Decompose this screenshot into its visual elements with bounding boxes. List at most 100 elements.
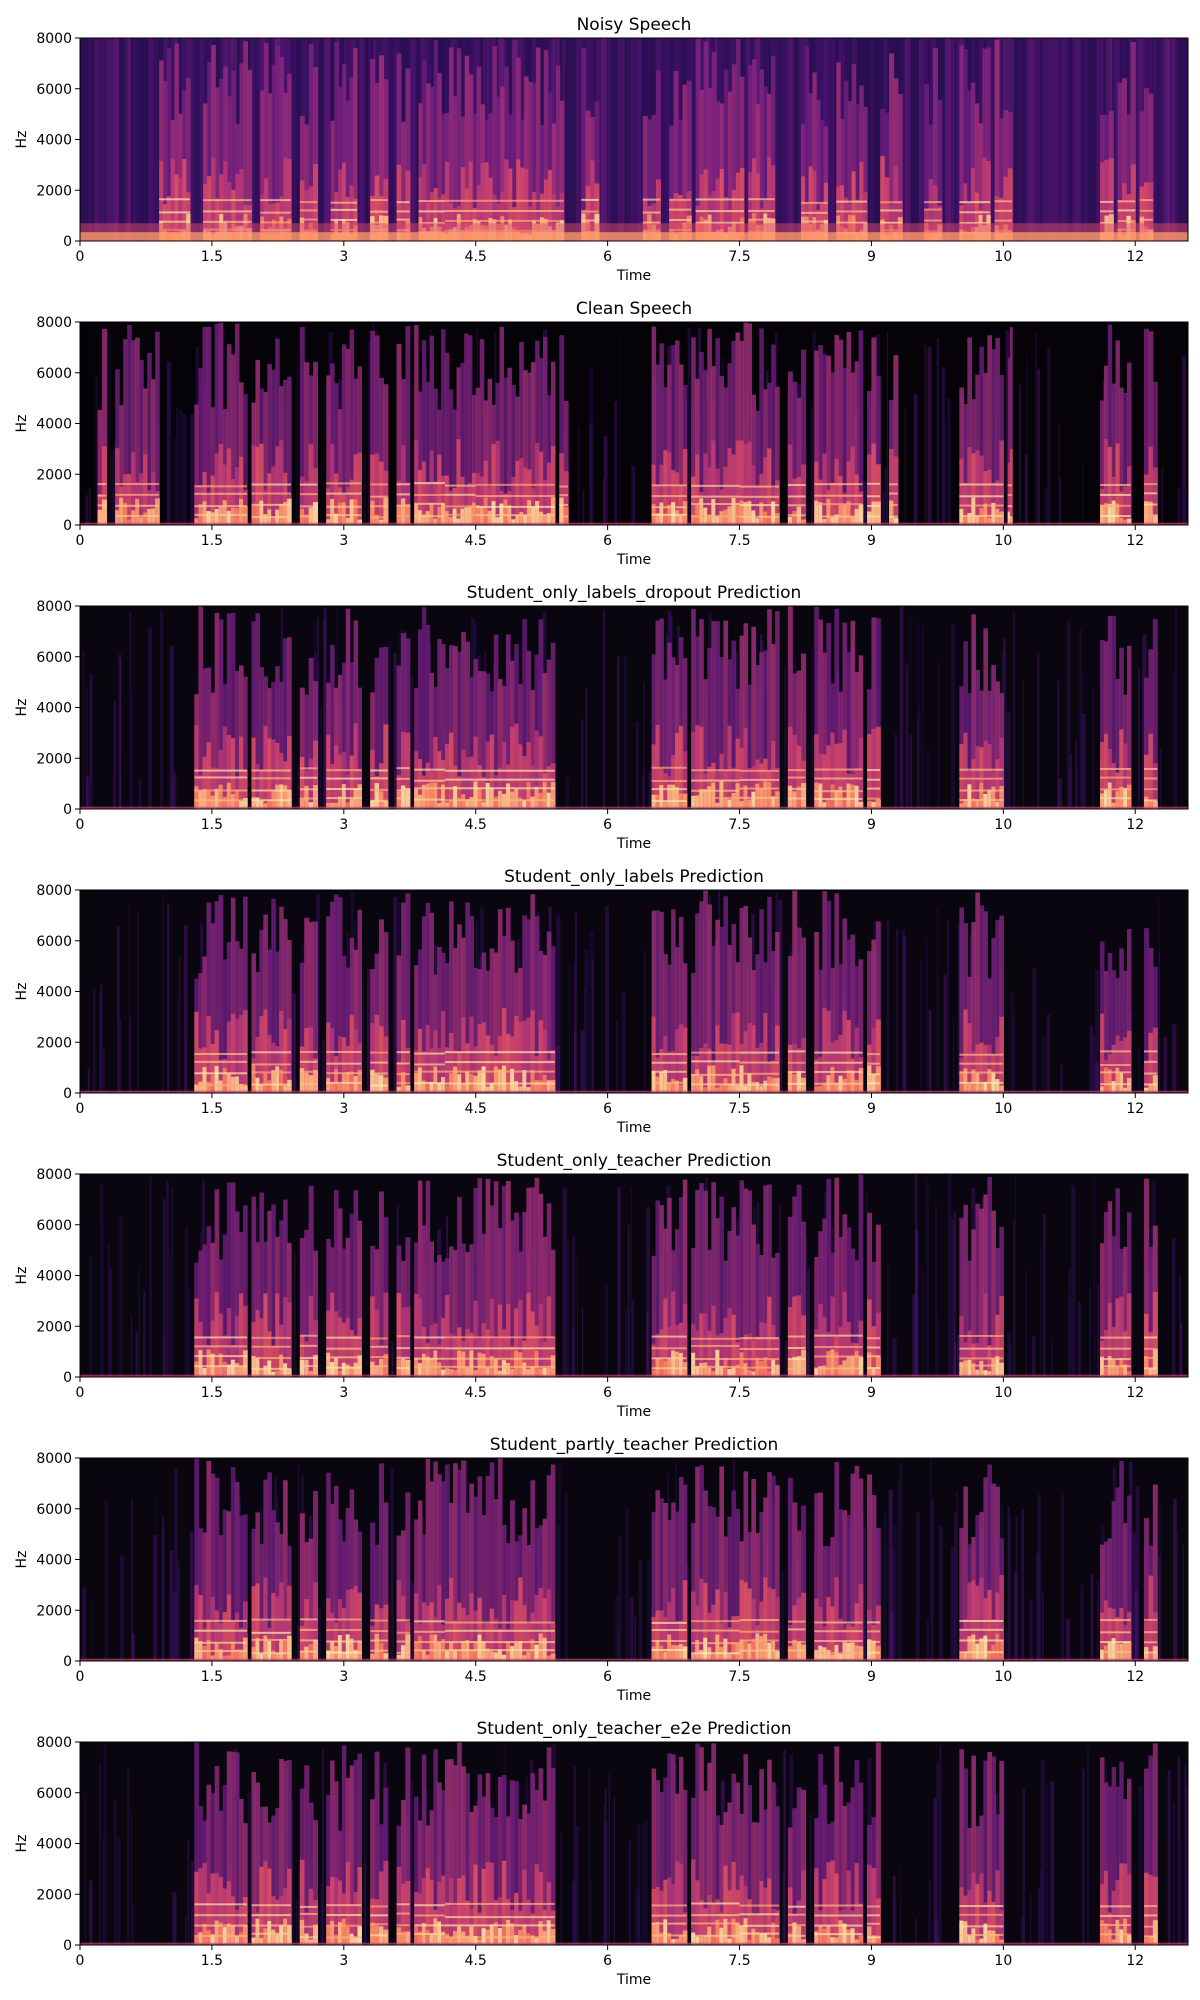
harmonic-streak bbox=[739, 1649, 780, 1652]
harmonic-streak bbox=[326, 1618, 362, 1621]
speech-band bbox=[349, 1329, 355, 1377]
noise-column bbox=[922, 1269, 924, 1377]
speech-band bbox=[263, 514, 268, 525]
speech-band bbox=[425, 1180, 431, 1377]
noise-column bbox=[1083, 38, 1088, 241]
speech-band bbox=[792, 1605, 798, 1661]
noise-column bbox=[1160, 748, 1162, 809]
speech-band bbox=[1100, 1544, 1105, 1661]
speech-band bbox=[475, 387, 481, 525]
speech-band bbox=[723, 1078, 729, 1093]
speech-band bbox=[461, 794, 466, 809]
speech-band bbox=[767, 1472, 772, 1661]
speech-band bbox=[418, 391, 423, 525]
speech-band bbox=[995, 1592, 1000, 1661]
harmonic-streak bbox=[867, 787, 881, 790]
speech-band bbox=[703, 1087, 708, 1093]
noise-column bbox=[556, 1525, 560, 1661]
harmonic-streak bbox=[739, 778, 780, 781]
speech-band bbox=[875, 618, 881, 809]
harmonic-streak bbox=[203, 220, 252, 223]
speech-band bbox=[594, 101, 600, 241]
noise-column bbox=[323, 620, 327, 809]
speech-band bbox=[659, 618, 664, 809]
speech-band bbox=[139, 517, 144, 525]
harmonic-streak bbox=[370, 483, 388, 486]
noise-column bbox=[566, 1240, 570, 1377]
harmonic-streak bbox=[203, 210, 252, 213]
speech-band bbox=[523, 515, 528, 525]
speech-band bbox=[504, 66, 509, 241]
speech-band bbox=[464, 507, 469, 525]
speech-band bbox=[349, 1489, 355, 1661]
speech-band bbox=[755, 1082, 760, 1093]
speech-band bbox=[534, 1528, 540, 1661]
noise-column bbox=[131, 1499, 134, 1661]
harmonic-streak bbox=[1100, 1619, 1131, 1622]
speech-band bbox=[1148, 1575, 1154, 1661]
speech-band bbox=[206, 1893, 212, 1945]
speech-band bbox=[441, 1875, 446, 1945]
harmonic-streak bbox=[1144, 1072, 1158, 1075]
speech-band bbox=[263, 489, 268, 525]
noise-column bbox=[1075, 740, 1078, 809]
speech-band bbox=[383, 1036, 389, 1093]
speech-band bbox=[1126, 784, 1132, 809]
speech-band bbox=[488, 113, 494, 241]
speech-band bbox=[842, 622, 848, 809]
noise-column bbox=[915, 1174, 918, 1377]
noise-column bbox=[648, 771, 653, 809]
noise-column bbox=[992, 38, 995, 241]
speech-band bbox=[1144, 1313, 1150, 1377]
speech-band bbox=[330, 1292, 335, 1377]
noise-column bbox=[589, 931, 595, 1093]
speech-band bbox=[287, 1635, 292, 1661]
speech-band bbox=[514, 1642, 519, 1661]
speech-band bbox=[139, 359, 144, 525]
speech-band bbox=[326, 1352, 331, 1377]
speech-band bbox=[485, 1367, 491, 1377]
noise-column bbox=[1173, 38, 1178, 241]
speech-band bbox=[400, 633, 406, 809]
speech-band bbox=[787, 1625, 793, 1661]
speech-band bbox=[967, 90, 972, 241]
speech-band bbox=[727, 91, 733, 241]
speech-band bbox=[515, 460, 520, 525]
speech-band bbox=[218, 1535, 224, 1661]
speech-band bbox=[871, 1640, 877, 1661]
speech-band bbox=[759, 1254, 764, 1377]
speech-band bbox=[974, 103, 980, 241]
harmonic-streak bbox=[651, 1621, 687, 1624]
speech-band bbox=[441, 329, 446, 525]
speech-band bbox=[345, 1507, 351, 1661]
speech-band bbox=[506, 1919, 511, 1945]
noise-column bbox=[117, 926, 120, 1093]
speech-band bbox=[983, 1194, 988, 1377]
harmonic-streak bbox=[642, 198, 661, 201]
speech-band bbox=[735, 1509, 741, 1661]
noise-column bbox=[1091, 38, 1097, 241]
speech-band bbox=[542, 781, 548, 809]
speech-band bbox=[267, 799, 272, 809]
noise-column bbox=[914, 1316, 918, 1377]
speech-band bbox=[313, 1320, 319, 1377]
noise-column bbox=[886, 919, 890, 1093]
speech-band bbox=[514, 1081, 519, 1093]
speech-band bbox=[678, 1477, 684, 1661]
x-tick-label: 9 bbox=[867, 817, 876, 833]
speech-band bbox=[259, 1544, 264, 1661]
speech-band bbox=[326, 1650, 331, 1661]
speech-band bbox=[530, 1311, 536, 1377]
noise-column bbox=[804, 446, 808, 525]
speech-band bbox=[581, 48, 587, 241]
speech-band bbox=[1107, 1607, 1113, 1661]
speech-band bbox=[699, 619, 704, 809]
speech-band bbox=[711, 782, 716, 809]
harmonic-streak bbox=[97, 504, 107, 507]
speech-band bbox=[210, 512, 216, 525]
speech-band bbox=[863, 192, 868, 241]
harmonic-streak bbox=[691, 1365, 740, 1368]
speech-band bbox=[497, 909, 503, 1093]
noise-column bbox=[902, 38, 908, 241]
speech-band bbox=[535, 47, 541, 241]
